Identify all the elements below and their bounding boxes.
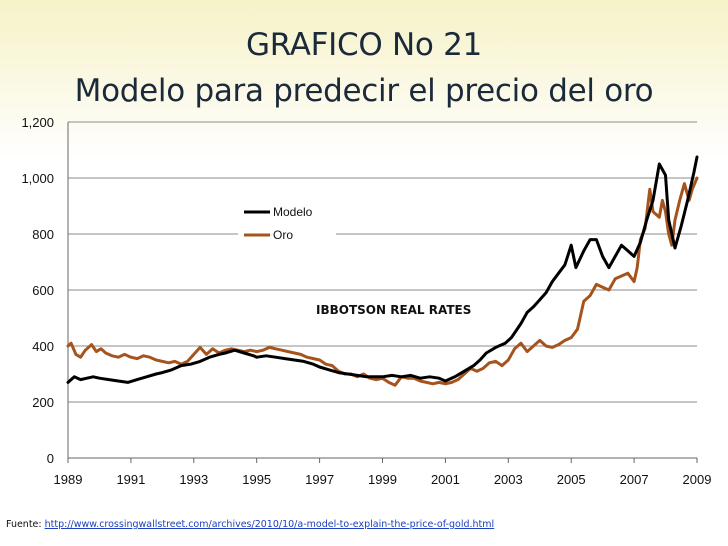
y-axis-tick-labels: 0 200 400 600 800 1,000 1,200 bbox=[21, 115, 54, 466]
x-tick-label: 2009 bbox=[683, 472, 712, 487]
source-link[interactable]: http://www.crossingwallstreet.com/archiv… bbox=[44, 519, 495, 530]
chart-title-line-1: GRAFICO No 21 bbox=[246, 27, 482, 63]
legend-label-modelo: Modelo bbox=[273, 205, 313, 219]
series-line-oro bbox=[66, 176, 699, 387]
x-axis-tick-labels: 1989 1991 1993 1995 1997 1999 2001 2003 2005 2007… bbox=[54, 472, 712, 487]
y-tick-label: 400 bbox=[32, 339, 54, 354]
x-tick-label: 2005 bbox=[557, 472, 586, 487]
legend-label-oro: Oro bbox=[273, 228, 293, 242]
x-tick-label: 1997 bbox=[305, 472, 334, 487]
y-tick-label: 800 bbox=[32, 227, 54, 242]
chart-annotation: IBBOTSON REAL RATES bbox=[316, 303, 471, 317]
chart-series bbox=[66, 155, 699, 387]
x-tick-label: 1991 bbox=[116, 472, 145, 487]
x-tick-label: 1989 bbox=[54, 472, 83, 487]
chart-title-line-2: Modelo para predecir el precio del oro bbox=[74, 73, 654, 109]
y-tick-label: 0 bbox=[47, 451, 54, 466]
x-tick-label: 2001 bbox=[431, 472, 460, 487]
x-tick-label: 1999 bbox=[368, 472, 397, 487]
y-tick-label: 1,000 bbox=[21, 171, 54, 186]
x-tick-label: 1993 bbox=[179, 472, 208, 487]
series-line-modelo bbox=[66, 155, 699, 384]
source-note: Fuente: http://www.crossingwallstreet.co… bbox=[6, 519, 494, 530]
source-prefix: Fuente: bbox=[6, 519, 42, 530]
x-tick-label: 2003 bbox=[494, 472, 523, 487]
x-tick-label: 2007 bbox=[620, 472, 649, 487]
legend-box bbox=[238, 196, 336, 246]
y-tick-label: 600 bbox=[32, 283, 54, 298]
y-tick-label: 200 bbox=[32, 395, 54, 410]
chart-legend: Modelo Oro bbox=[238, 196, 336, 246]
x-tick-label: 1995 bbox=[242, 472, 271, 487]
chart-axes bbox=[67, 122, 698, 463]
y-tick-label: 1,200 bbox=[21, 115, 54, 130]
